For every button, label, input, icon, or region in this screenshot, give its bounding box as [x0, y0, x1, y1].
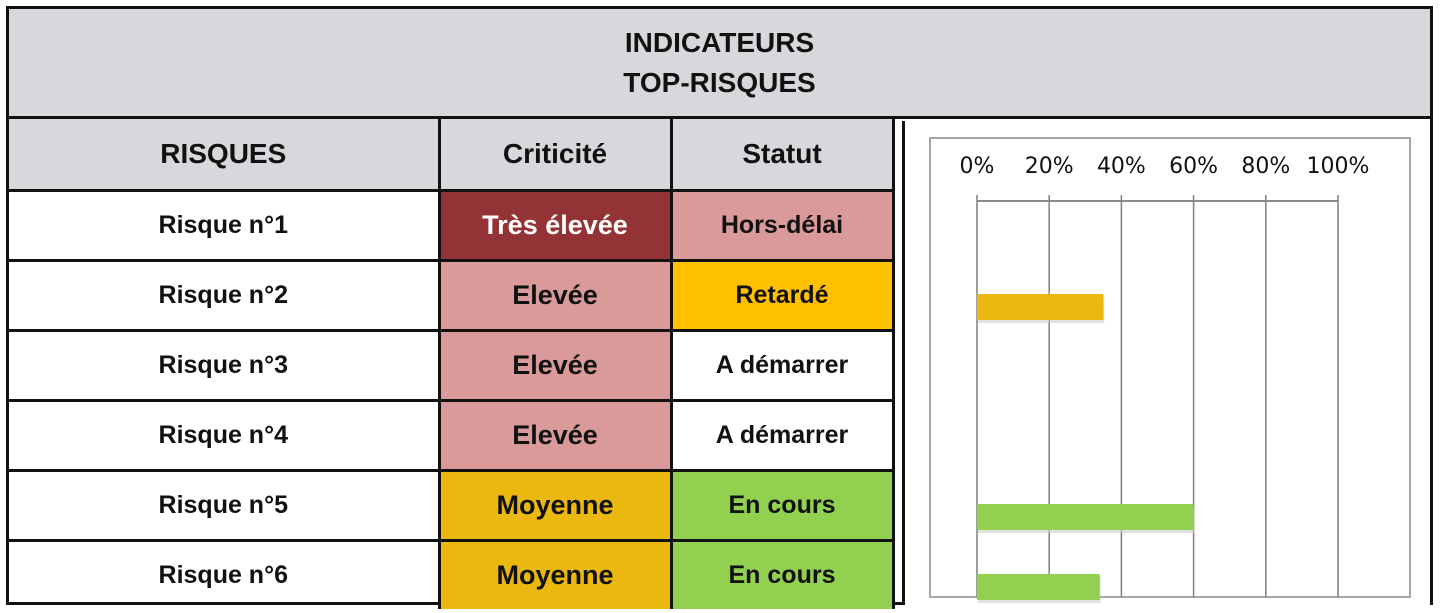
chart-tick-label: 0% — [960, 154, 995, 179]
table-row: Risque n°6 Moyenne En cours — [9, 539, 895, 609]
criticality-cell: Moyenne — [437, 469, 673, 542]
risk-name-cell: Risque n°2 — [9, 259, 441, 332]
header-criticality: Criticité — [437, 119, 673, 192]
criticality-cell: Très élevée — [437, 189, 673, 262]
risk-name-cell: Risque n°1 — [9, 189, 441, 262]
status-cell: Hors-délai — [669, 189, 895, 262]
table-header-row: RISQUES Criticité Statut — [9, 119, 895, 192]
chart-tick-label: 40% — [1097, 154, 1146, 179]
status-cell: En cours — [669, 539, 895, 609]
title-line-1: INDICATEURS — [624, 26, 815, 58]
risk-name-cell: Risque n°6 — [9, 539, 441, 609]
header-risks: RISQUES — [9, 119, 441, 192]
criticality-cell: Elevée — [437, 329, 673, 402]
chart-tick-label: 20% — [1025, 154, 1074, 179]
status-cell: En cours — [669, 469, 895, 542]
header-status: Statut — [669, 119, 895, 192]
title-line-2: TOP-RISQUES — [623, 66, 816, 98]
title-band: INDICATEURS TOP-RISQUES — [9, 9, 1430, 119]
table-row: Risque n°2 Elevée Retardé — [9, 259, 895, 332]
chart-bar — [977, 294, 1104, 320]
risk-indicator-panel: INDICATEURS TOP-RISQUES RISQUES Criticit… — [6, 6, 1433, 609]
criticality-cell: Moyenne — [437, 539, 673, 609]
criticality-cell: Elevée — [437, 259, 673, 332]
chart-bar — [977, 574, 1100, 600]
risk-table: RISQUES Criticité Statut Risque n°1 Très … — [9, 119, 895, 609]
table-row: Risque n°5 Moyenne En cours — [9, 469, 895, 542]
progress-chart: 0% 20% 40% 60% 80% 100% — [902, 121, 1430, 605]
chart-tick-label: 100% — [1307, 154, 1370, 179]
risk-name-cell: Risque n°4 — [9, 399, 441, 472]
criticality-cell: Elevée — [437, 399, 673, 472]
risk-name-cell: Risque n°3 — [9, 329, 441, 402]
table-row: Risque n°1 Très élevée Hors-délai — [9, 189, 895, 262]
status-cell: A démarrer — [669, 329, 895, 402]
chart-bar — [977, 504, 1194, 530]
status-cell: A démarrer — [669, 399, 895, 472]
risk-name-cell: Risque n°5 — [9, 469, 441, 542]
table-row: Risque n°4 Elevée A démarrer — [9, 399, 895, 472]
chart-tick-label: 80% — [1241, 154, 1290, 179]
chart-tick-label: 60% — [1169, 154, 1218, 179]
status-cell: Retardé — [669, 259, 895, 332]
table-row: Risque n°3 Elevée A démarrer — [9, 329, 895, 402]
progress-chart-svg: 0% 20% 40% 60% 80% 100% — [929, 137, 1411, 603]
